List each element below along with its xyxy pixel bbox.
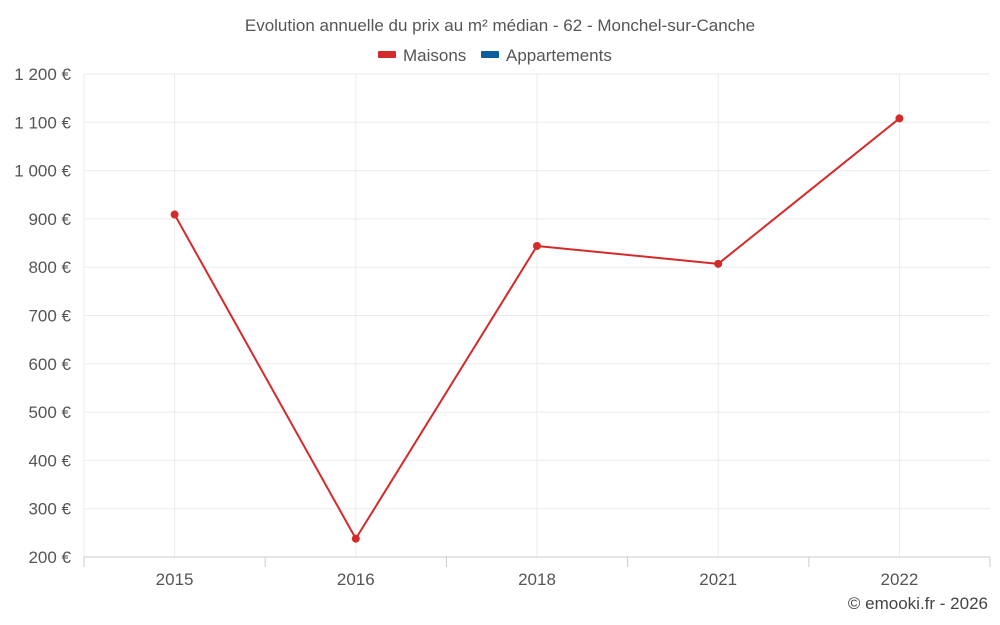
x-tick-label: 2016 <box>337 570 375 589</box>
legend: Maisons Appartements <box>378 46 612 65</box>
legend-label-appartements: Appartements <box>506 46 612 65</box>
legend-label-maisons: Maisons <box>403 46 466 65</box>
credit-text: © emooki.fr - 2026 <box>848 594 988 613</box>
x-axis: 2015 2016 2018 2021 2022 <box>83 556 991 589</box>
data-point-maisons[interactable] <box>533 241 541 250</box>
y-tick-label: 300 € <box>28 500 71 519</box>
y-tick-label: 700 € <box>28 307 71 326</box>
y-tick-label: 800 € <box>28 258 71 277</box>
y-tick-label: 600 € <box>28 355 71 374</box>
legend-item-maisons[interactable]: Maisons <box>378 46 466 65</box>
y-tick-label: 900 € <box>28 210 71 229</box>
data-point-maisons[interactable] <box>351 534 360 543</box>
y-tick-label: 1 200 € <box>14 65 71 84</box>
series-layer <box>170 114 904 543</box>
y-tick-label: 500 € <box>28 403 71 422</box>
legend-swatch-appartements <box>481 51 499 58</box>
y-axis: 200 € 300 € 400 € 500 € 600 € 700 € 800 € 900 €… <box>14 65 71 567</box>
data-point-maisons[interactable] <box>714 259 723 268</box>
y-tick-label: 400 € <box>28 451 71 470</box>
x-tick-label: 2015 <box>156 570 194 589</box>
gridlines <box>83 73 990 557</box>
y-tick-label: 1 000 € <box>14 162 71 181</box>
legend-swatch-maisons <box>378 51 396 58</box>
y-tick-label: 200 € <box>28 548 71 567</box>
x-tick-label: 2018 <box>518 570 556 589</box>
data-point-maisons[interactable] <box>170 210 179 219</box>
y-tick-label: 1 100 € <box>14 113 71 132</box>
data-point-maisons[interactable] <box>895 114 904 123</box>
chart-title: Evolution annuelle du prix au m² médian … <box>245 16 755 35</box>
legend-item-appartements[interactable]: Appartements <box>481 46 612 65</box>
x-tick-label: 2021 <box>699 570 737 589</box>
x-tick-label: 2022 <box>880 570 918 589</box>
